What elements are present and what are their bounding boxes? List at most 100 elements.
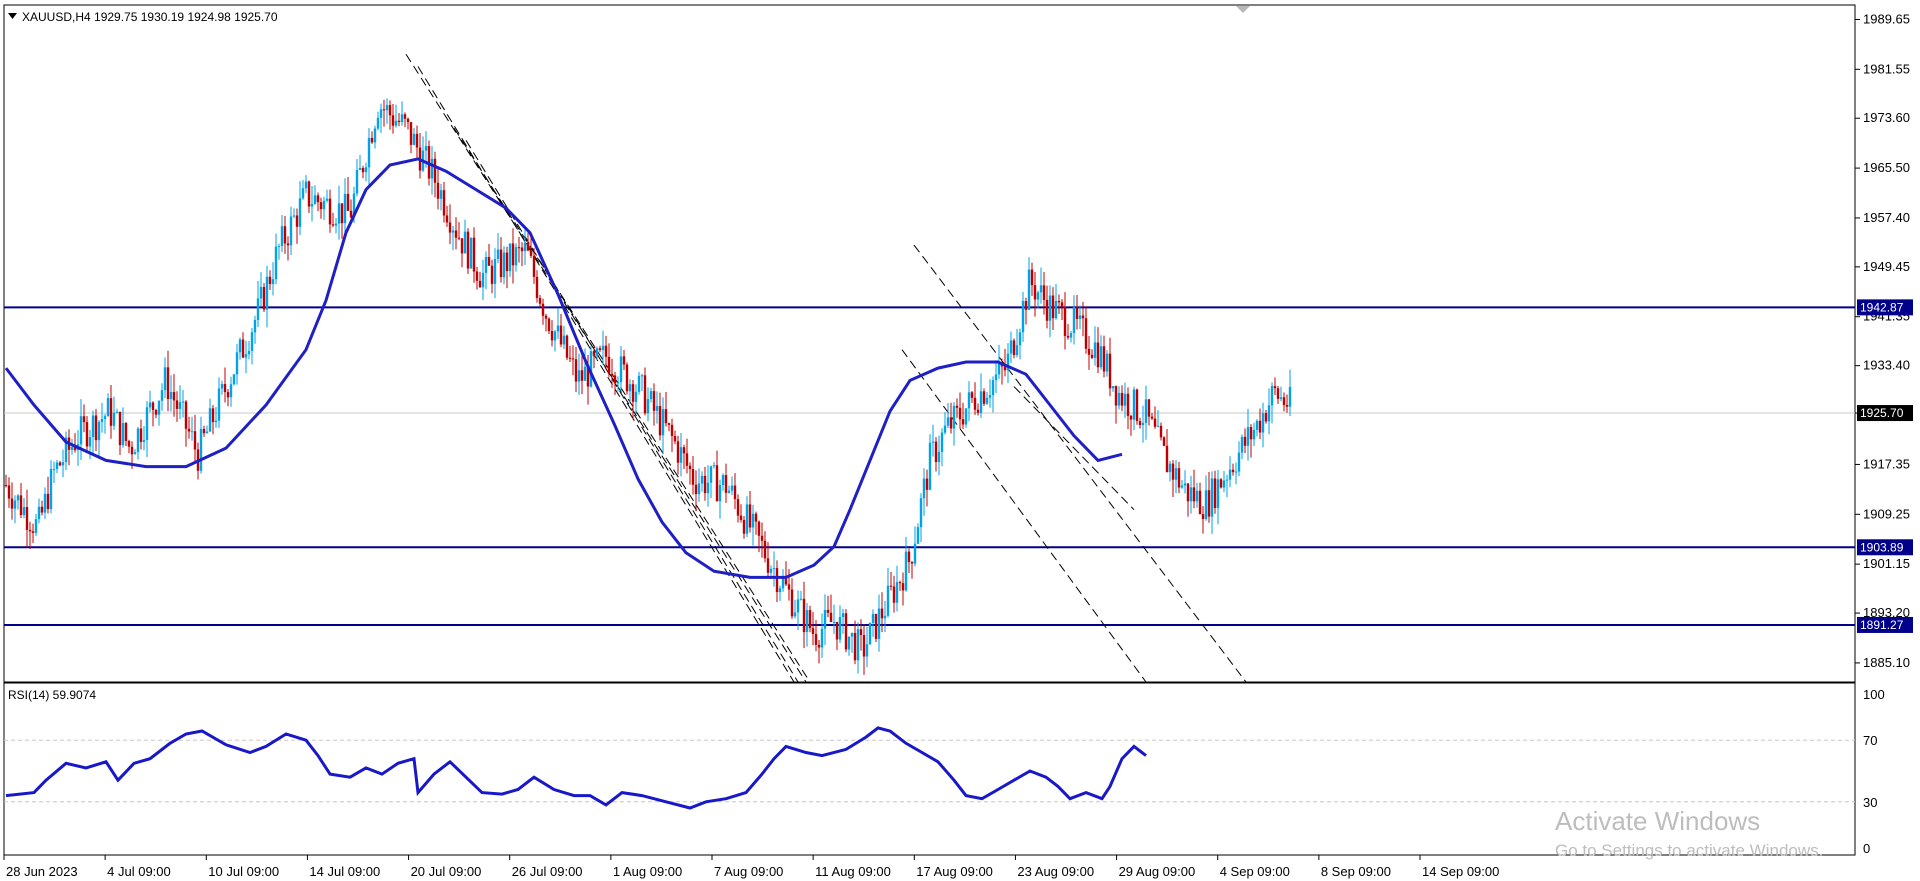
candle-body — [907, 551, 911, 563]
candle-body — [559, 325, 563, 345]
candle-body — [1126, 393, 1130, 416]
candle-body — [181, 401, 185, 403]
candle-body — [1033, 285, 1037, 300]
symbol-info-title: XAUUSD,H4 1929.75 1930.19 1924.98 1925.7… — [22, 10, 278, 24]
candle-body — [1192, 487, 1196, 502]
candle-body — [37, 506, 41, 520]
candle-body — [811, 628, 815, 634]
candle-body — [364, 167, 368, 173]
candle-body — [931, 441, 935, 443]
candle-body — [1090, 354, 1094, 358]
candle-body — [1288, 386, 1292, 407]
candle-body — [511, 243, 515, 266]
candle-body — [1246, 427, 1250, 446]
candle-body — [187, 428, 191, 432]
time-tick-label: 10 Jul 09:00 — [208, 864, 279, 879]
candle-body — [481, 272, 485, 288]
candle-body — [553, 331, 557, 341]
candle-body — [850, 632, 854, 637]
candle-body — [163, 367, 167, 391]
candle-body — [736, 499, 740, 516]
candle-body — [322, 200, 326, 210]
candle-body — [40, 506, 44, 513]
candle-body — [319, 202, 323, 210]
candle-body — [235, 352, 239, 375]
price-tick-label: 1957.40 — [1863, 210, 1910, 225]
candle-body — [1045, 299, 1049, 321]
candle-body — [73, 446, 77, 451]
time-tick-label: 23 Aug 09:00 — [1017, 864, 1094, 879]
candle-body — [877, 608, 881, 639]
candle-body — [841, 613, 845, 618]
candle-body — [34, 519, 38, 533]
candle-body — [1159, 425, 1163, 438]
candle-body — [253, 319, 257, 333]
candle-body — [385, 105, 389, 111]
time-tick-label: 29 Aug 09:00 — [1119, 864, 1196, 879]
candle-body — [328, 198, 332, 225]
candle-body — [781, 578, 785, 589]
candle-body — [28, 529, 32, 532]
price-tick-label: 1949.45 — [1863, 259, 1910, 274]
candle-body — [325, 198, 329, 201]
candle-body — [1060, 302, 1064, 307]
candle-body — [721, 475, 725, 486]
candle-body — [409, 122, 413, 145]
dropdown-triangle-icon[interactable] — [8, 13, 17, 19]
candle-body — [226, 392, 230, 398]
candle-body — [973, 397, 977, 410]
price-pane[interactable]: 1989.65 1981.55 1973.60 1965.50 1957.40 1949.… — [3, 4, 1913, 683]
candle-body — [283, 226, 287, 244]
candle-body — [835, 621, 839, 640]
candle-body — [646, 399, 650, 414]
time-tick-label: 7 Aug 09:00 — [714, 864, 783, 879]
candle-body — [205, 431, 209, 434]
candle-body — [1093, 342, 1097, 358]
candle-body — [523, 242, 527, 252]
time-tick-label: 26 Jul 09:00 — [512, 864, 583, 879]
candle-body — [493, 258, 497, 284]
candle-body — [943, 425, 947, 433]
candle-body — [1198, 490, 1202, 515]
candle-body — [349, 210, 353, 218]
candle-body — [199, 428, 203, 471]
candle-body — [535, 276, 539, 299]
candle-body — [373, 128, 377, 143]
candle-body — [358, 167, 362, 170]
candle-body — [412, 133, 416, 145]
candle-body — [184, 401, 188, 429]
candle-body — [991, 380, 995, 396]
candle-body — [838, 617, 842, 640]
candle-body — [259, 287, 263, 299]
last-price-badge-label: 1925.70 — [1860, 406, 1904, 420]
candle-body — [100, 418, 104, 422]
rsi-pane[interactable]: 100 70 30 0 RSI(14) 59.9074 — [3, 682, 1885, 856]
candle-body — [871, 613, 875, 623]
candle-body — [1255, 420, 1259, 431]
candle-body — [1114, 386, 1118, 406]
candle-body — [676, 441, 680, 463]
candle-body — [574, 359, 578, 382]
candle-body — [442, 190, 446, 216]
candle-body — [94, 415, 98, 441]
candle-body — [25, 507, 29, 530]
candle-body — [91, 415, 95, 438]
candle-body — [133, 452, 137, 455]
candle-body — [292, 215, 296, 217]
candle-body — [343, 193, 347, 224]
candle-body — [709, 466, 713, 483]
candle-body — [1261, 413, 1265, 433]
candle-body — [1153, 418, 1157, 427]
candle-body — [1141, 422, 1145, 426]
candle-body — [286, 243, 290, 246]
shift-marker-icon[interactable] — [1236, 6, 1250, 13]
candle-body — [853, 632, 857, 661]
candle-body — [715, 465, 719, 502]
candle-body — [1285, 405, 1289, 407]
candle-body — [619, 356, 623, 383]
time-tick-label: 8 Sep 09:00 — [1321, 864, 1391, 879]
candle-body — [940, 432, 944, 452]
candle-body — [352, 193, 356, 218]
